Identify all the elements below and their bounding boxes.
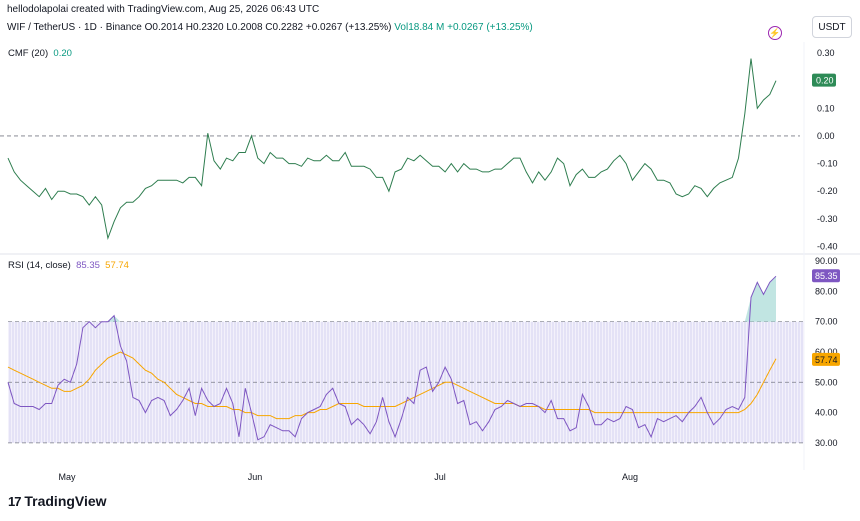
cmf-last-value-badge xyxy=(812,73,836,87)
ohlc-values: O0.2014 H0.2320 L0.2008 C0.2282 +0.0267 … xyxy=(144,22,392,33)
cmf-y-tick-3: 0.00 xyxy=(817,131,835,141)
x-tick-may: May xyxy=(58,472,76,482)
lightning-icon[interactable]: ⚡ xyxy=(768,26,782,40)
rsi-legend-value: 85.35 xyxy=(76,260,100,271)
rsi-ma-line xyxy=(7,351,777,420)
symbol-info: WIF / TetherUS · 1D · Binance O0.2014 H0… xyxy=(7,22,533,33)
cmf-y-tick-4: -0.10 xyxy=(817,159,838,169)
rsi-ma-value-label: 57.74 xyxy=(815,355,838,365)
rsi-legend: RSI (14, close) 85.35 57.74 xyxy=(8,260,129,271)
rsi-y-tick-0: 90.00 xyxy=(815,256,838,266)
cmf-legend: CMF (20) 0.20 xyxy=(8,48,72,59)
cmf-y-tick-5: -0.20 xyxy=(817,186,838,196)
rsi-legend-label: RSI (14, close) xyxy=(8,260,71,271)
cmf-y-tick-7: -0.40 xyxy=(817,241,838,251)
rsi-y-tick-2: 70.00 xyxy=(815,317,838,327)
rsi-y-tick-6: 30.00 xyxy=(815,438,838,448)
rsi-band-background xyxy=(8,321,804,443)
rsi-y-tick-1: 80.00 xyxy=(815,286,838,296)
symbol-name[interactable]: WIF / TetherUS · 1D · Binance xyxy=(7,22,142,33)
rsi-overbought-fill xyxy=(107,276,776,322)
cmf-last-value-label: 0.20 xyxy=(816,76,834,86)
attribution-text: hellodolapolai created with TradingView.… xyxy=(7,4,320,15)
rsi-last-value-label: 85.35 xyxy=(815,271,838,281)
cmf-y-tick-0: 0.30 xyxy=(817,48,835,58)
cmf-legend-label: CMF (20) xyxy=(8,48,49,59)
tradingview-logo: 17 TradingView xyxy=(8,493,107,509)
rsi-ma-value-badge xyxy=(812,352,840,366)
cmf-legend-value: 0.20 xyxy=(53,48,72,59)
x-tick-jul: Jul xyxy=(434,472,446,482)
x-tick-aug: Aug xyxy=(622,472,638,482)
x-tick-jun: Jun xyxy=(248,472,263,482)
rsi-last-value-badge xyxy=(812,269,840,283)
rsi-y-tick-3: 60.00 xyxy=(815,347,838,357)
rsi-y-tick-5: 40.00 xyxy=(815,408,838,418)
cmf-y-tick-2: 0.10 xyxy=(817,103,835,113)
rsi-ma-legend-value: 57.74 xyxy=(105,260,129,271)
currency-selector[interactable]: USDT xyxy=(812,16,852,38)
cmf-line xyxy=(7,58,777,241)
rsi-y-tick-4: 50.00 xyxy=(815,377,838,387)
tradingview-logo-icon: 17 xyxy=(8,494,22,509)
cmf-y-tick-6: -0.30 xyxy=(817,214,838,224)
logo-text: TradingView xyxy=(24,493,107,509)
volume-value: Vol18.84 M +0.0267 (+13.25%) xyxy=(394,22,533,33)
rsi-line xyxy=(7,275,777,441)
